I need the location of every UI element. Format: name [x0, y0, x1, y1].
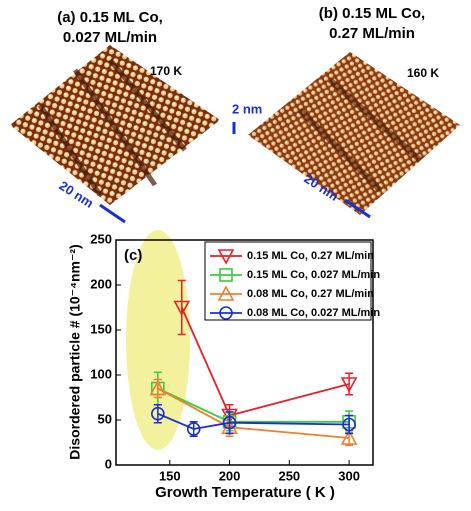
scale-bar: [100, 205, 125, 222]
panel-title: 0.27 ML/min: [329, 25, 415, 42]
x-tick-label: 150: [159, 468, 181, 483]
x-tick-label: 250: [278, 468, 300, 483]
panel-title: (b) 0.15 ML Co,: [319, 5, 425, 22]
panel-title: 0.027 ML/min: [63, 29, 157, 46]
legend-label: 0.08 ML Co, 0.027 ML/min: [247, 307, 380, 319]
series-line: [182, 308, 349, 416]
x-tick-label: 200: [219, 468, 241, 483]
y-tick-label: 0: [105, 456, 112, 471]
temperature: 160 K: [407, 66, 439, 80]
x-tick-label: 300: [338, 468, 360, 483]
y-tick-label: 50: [98, 411, 112, 426]
y-tick-label: 100: [90, 366, 112, 381]
figure: (a) 0.15 ML Co, 0.027 ML/min (b) 0.15 ML…: [0, 0, 471, 506]
y-tick-label: 150: [90, 321, 112, 336]
series-line: [158, 389, 349, 439]
panel-title: (a) 0.15 ML Co,: [57, 9, 163, 26]
y-axis-label: Disordered particle # (10⁻⁴nm⁻²): [67, 244, 83, 459]
legend-label: 0.15 ML Co, 0.27 ML/min: [247, 250, 374, 262]
panel-label: (c): [124, 247, 142, 264]
y-tick-label: 200: [90, 276, 112, 291]
legend-label: 0.08 ML Co, 0.27 ML/min: [247, 288, 374, 300]
height-scale: 2 nm: [232, 101, 262, 116]
temperature: 170 K: [150, 64, 182, 78]
x-axis-label: Growth Temperature ( K ): [155, 484, 335, 501]
legend-label: 0.15 ML Co, 0.027 ML/min: [247, 269, 380, 281]
y-tick-label: 250: [90, 231, 112, 246]
series-line: [158, 389, 349, 422]
